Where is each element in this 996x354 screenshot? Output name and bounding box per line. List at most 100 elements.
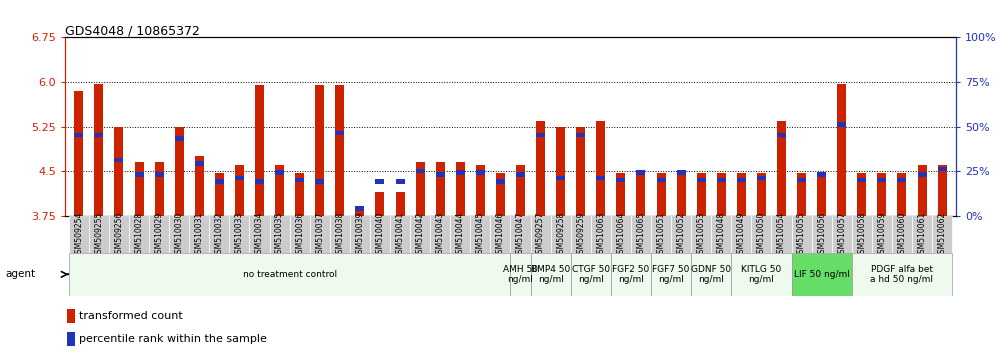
Text: GSM510053: GSM510053	[696, 211, 706, 258]
Bar	[696, 173, 706, 216]
Bar	[249, 216, 270, 253]
Bar	[912, 216, 932, 253]
Text: KITLG 50
ng/ml: KITLG 50 ng/ml	[741, 265, 782, 284]
Bar	[917, 165, 926, 216]
Bar	[510, 216, 531, 253]
Text: GSM510051: GSM510051	[656, 211, 665, 258]
Bar	[390, 216, 410, 253]
Text: GSM510059: GSM510059	[877, 211, 886, 258]
Bar	[611, 253, 651, 296]
Bar	[450, 216, 470, 253]
Bar	[395, 192, 404, 216]
Bar	[838, 84, 847, 216]
Text: GSM510049: GSM510049	[737, 211, 746, 258]
Bar	[536, 121, 545, 216]
Bar	[195, 161, 204, 166]
Text: GSM510062: GSM510062	[937, 211, 946, 258]
Bar	[656, 177, 665, 182]
Bar	[852, 253, 952, 296]
Text: CTGF 50
ng/ml: CTGF 50 ng/ml	[572, 265, 610, 284]
Bar	[591, 216, 611, 253]
Text: GSM510028: GSM510028	[134, 211, 143, 258]
Bar	[68, 332, 75, 346]
Bar	[456, 170, 465, 175]
Bar	[932, 216, 952, 253]
Bar	[315, 85, 325, 216]
Text: GSM510065: GSM510065	[636, 211, 645, 258]
Bar	[656, 173, 665, 216]
Bar	[651, 253, 691, 296]
Bar	[496, 179, 505, 184]
Text: GSM510042: GSM510042	[415, 211, 424, 258]
Bar	[435, 162, 444, 216]
Text: transformed count: transformed count	[79, 311, 182, 321]
Text: GSM510034: GSM510034	[255, 211, 264, 258]
Bar	[275, 170, 284, 175]
Bar	[435, 172, 444, 177]
Bar	[671, 216, 691, 253]
Bar	[832, 216, 852, 253]
Bar	[630, 216, 651, 253]
Bar	[134, 172, 143, 177]
Bar	[757, 176, 766, 180]
Text: GDS4048 / 10865372: GDS4048 / 10865372	[65, 24, 199, 37]
Bar	[255, 179, 264, 184]
Bar	[490, 216, 510, 253]
Text: GSM509257: GSM509257	[536, 211, 545, 258]
Text: GSM510040: GSM510040	[375, 211, 384, 258]
Bar	[777, 133, 786, 137]
Bar	[636, 170, 645, 175]
Bar	[375, 179, 384, 184]
Text: GSM510033: GSM510033	[235, 211, 244, 258]
Text: GSM510031: GSM510031	[195, 211, 204, 258]
Text: GSM510032: GSM510032	[215, 211, 224, 258]
Bar	[470, 216, 490, 253]
Bar	[571, 216, 591, 253]
Bar	[838, 122, 847, 127]
Bar	[75, 91, 84, 216]
Bar	[295, 173, 304, 216]
Bar	[651, 216, 671, 253]
Bar	[516, 172, 525, 177]
Bar	[531, 253, 571, 296]
Bar	[215, 179, 224, 184]
Bar	[797, 177, 806, 182]
Bar	[597, 121, 606, 216]
Bar	[510, 253, 531, 296]
Text: GSM510047: GSM510047	[516, 211, 525, 258]
Text: GSM510030: GSM510030	[174, 211, 183, 258]
Bar	[617, 177, 625, 182]
Text: GSM510045: GSM510045	[476, 211, 485, 258]
Text: GSM510058: GSM510058	[858, 211, 867, 258]
Bar	[617, 173, 625, 216]
Bar	[174, 127, 183, 216]
Bar	[89, 216, 109, 253]
Bar	[370, 216, 390, 253]
Text: GSM509256: GSM509256	[115, 211, 124, 258]
Bar	[717, 173, 726, 216]
Bar	[315, 179, 325, 184]
Bar	[229, 216, 249, 253]
Bar	[897, 173, 906, 216]
Text: GSM510041: GSM510041	[395, 211, 404, 258]
Bar	[556, 176, 565, 180]
Bar	[174, 136, 183, 141]
Text: FGF7 50
ng/ml: FGF7 50 ng/ml	[652, 265, 690, 284]
Bar	[75, 133, 84, 137]
Bar	[897, 177, 906, 182]
Text: GSM510039: GSM510039	[356, 211, 365, 258]
Text: GSM510044: GSM510044	[456, 211, 465, 258]
Bar	[797, 173, 806, 216]
Text: GSM510046: GSM510046	[496, 211, 505, 258]
Text: GSM509259: GSM509259	[577, 211, 586, 258]
Text: GSM510036: GSM510036	[295, 211, 304, 258]
Bar	[817, 172, 826, 177]
Text: BMP4 50
ng/ml: BMP4 50 ng/ml	[531, 265, 571, 284]
Text: GSM509254: GSM509254	[75, 211, 84, 258]
Text: GSM510038: GSM510038	[336, 211, 345, 258]
Bar	[189, 216, 209, 253]
Text: GSM510064: GSM510064	[617, 211, 625, 258]
Bar	[154, 172, 163, 177]
Text: GSM510054: GSM510054	[777, 211, 786, 258]
Bar	[852, 216, 872, 253]
